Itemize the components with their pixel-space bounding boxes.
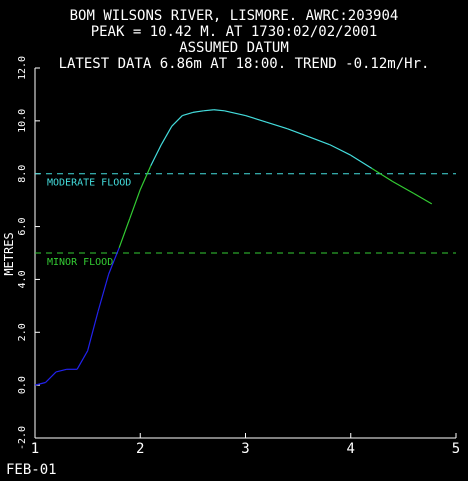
- series-segment: [245, 114, 267, 123]
- series-segment: [45, 371, 57, 383]
- x-axis-corner-label: FEB-01: [6, 462, 57, 478]
- y-tick-label: -2.0: [17, 426, 28, 450]
- y-tick-label: 10.0: [17, 109, 28, 133]
- y-tick-label: 12.0: [17, 56, 28, 80]
- series-segment: [160, 125, 173, 145]
- series-segment: [413, 193, 433, 205]
- series-segment: [350, 154, 373, 169]
- chart-peak-info: PEAK = 10.42 M. AT 1730:02/02/2001: [91, 24, 378, 40]
- series-segment: [87, 310, 99, 351]
- series-segment: [118, 218, 131, 248]
- x-tick-label: 2: [136, 441, 144, 457]
- chart-latest-data: LATEST DATA 6.86m AT 18:00. TREND -0.12m…: [59, 56, 430, 72]
- y-tick-label: 6.0: [17, 218, 28, 236]
- series-segment: [213, 109, 225, 112]
- x-tick-label: 3: [241, 441, 249, 457]
- series-segment: [182, 111, 194, 117]
- series-segment: [224, 110, 246, 117]
- series-segment: [76, 350, 89, 370]
- series-segment: [171, 115, 183, 127]
- y-tick-label: 2.0: [17, 323, 28, 341]
- series-segment: [329, 144, 352, 156]
- y-tick-label: 8.0: [17, 165, 28, 183]
- threshold-label: MODERATE FLOOD: [47, 178, 131, 189]
- series-segment: [192, 110, 204, 113]
- series-segment: [97, 273, 110, 312]
- chart-axes: -2.0 0.0 2.0 4.0 6.0 8.0 10.0 12.0 1 2 3 4 5: [17, 56, 460, 457]
- series-segment: [55, 368, 67, 373]
- series-segment: [392, 181, 415, 195]
- threshold-label: MINOR FLOOD: [47, 257, 113, 268]
- x-tick-label: 4: [347, 441, 355, 457]
- y-tick-label: 4.0: [17, 270, 28, 288]
- series-segment: [113, 247, 120, 262]
- series-segment: [287, 128, 309, 138]
- series-segment: [371, 167, 394, 183]
- x-tick-label: 1: [31, 441, 39, 457]
- series-segment: [139, 165, 152, 190]
- flood-threshold-lines: MODERATE FLOOD MINOR FLOOD: [35, 173, 456, 268]
- series-line: [34, 109, 433, 386]
- y-tick-label: 0.0: [17, 376, 28, 394]
- chart-datum-note: ASSUMED DATUM: [179, 40, 289, 56]
- chart-title: BOM WILSONS RIVER, LISMORE. AWRC:203904: [70, 8, 399, 24]
- series-segment: [203, 109, 214, 112]
- series-segment: [308, 136, 330, 146]
- series-segment: [129, 189, 141, 219]
- y-axis-label: METRES: [2, 232, 16, 275]
- series-segment: [150, 144, 162, 167]
- series-segment: [34, 381, 46, 386]
- series-segment: [266, 121, 288, 130]
- series-segment: [108, 260, 115, 275]
- x-tick-label: 5: [452, 441, 460, 457]
